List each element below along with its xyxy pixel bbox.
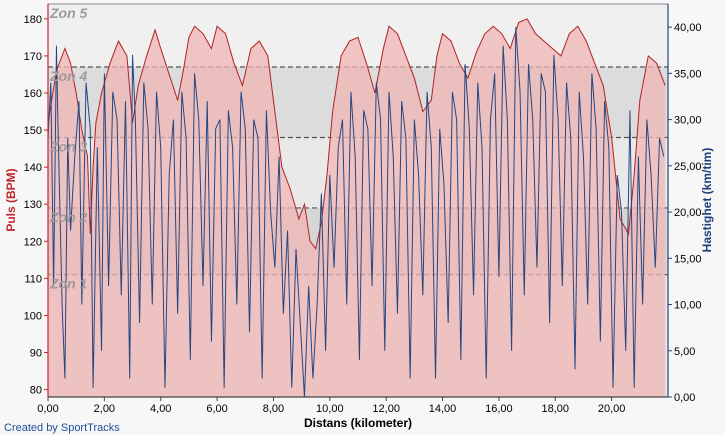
left-axis-title: Puls (BPM) — [4, 168, 18, 231]
left-tick-label: 100 — [24, 310, 42, 322]
right-tick-label: 25,00 — [674, 161, 702, 173]
right-tick-label: 0,00 — [674, 392, 695, 404]
right-tick-label: 30,00 — [674, 115, 702, 127]
right-tick-label: 40,00 — [674, 22, 702, 34]
left-tick-label: 120 — [24, 236, 42, 248]
left-tick-label: 90 — [30, 348, 42, 360]
left-tick-label: 130 — [24, 199, 42, 211]
left-tick-label: 160 — [24, 88, 42, 100]
zone-label: Zon 4 — [49, 68, 88, 84]
right-axis-title: Hastighet (km/tim) — [700, 148, 714, 253]
left-tick-label: 150 — [24, 125, 42, 137]
zone-labels-layer: Zon 1 Zon 2 Zon 3 Zon 4 Zon 5 — [49, 5, 88, 292]
x-tick-label: 20,00 — [598, 403, 626, 415]
credit-text: Created by SportTracks — [4, 422, 120, 434]
left-tick-label: 80 — [30, 385, 42, 397]
x-tick-label: 14,00 — [429, 403, 457, 415]
zone-label: Zon 1 — [49, 276, 88, 292]
x-tick-label: 18,00 — [542, 403, 570, 415]
x-tick-label: 12,00 — [372, 403, 400, 415]
left-tick-label: 180 — [24, 14, 42, 26]
x-tick-label: 8,00 — [263, 403, 284, 415]
x-tick-label: 0,00 — [37, 403, 58, 415]
axes-layer: 0,00 2,00 4,00 6,00 8,00 10,00 12,00 14,00 16,00… — [24, 3, 702, 415]
x-tick-label: 10,00 — [316, 403, 344, 415]
zone-label: Zon 2 — [49, 209, 88, 225]
right-tick-label: 20,00 — [674, 207, 702, 219]
zone-label: Zon 3 — [49, 138, 88, 154]
left-tick-label: 110 — [24, 273, 42, 285]
x-tick-label: 4,00 — [150, 403, 171, 415]
zone-label: Zon 5 — [49, 5, 88, 21]
left-tick-label: 140 — [24, 162, 42, 174]
speed-layer — [47, 27, 665, 398]
x-tick-label: 16,00 — [485, 403, 513, 415]
x-tick-label: 6,00 — [206, 403, 227, 415]
left-tick-label: 170 — [24, 51, 42, 63]
right-tick-label: 10,00 — [674, 300, 702, 312]
x-axis-title: Distans (kilometer) — [304, 416, 412, 430]
x-tick-label: 2,00 — [94, 403, 115, 415]
right-tick-label: 5,00 — [674, 346, 695, 358]
speed-line — [47, 27, 665, 398]
right-tick-label: 15,00 — [674, 253, 702, 265]
right-tick-label: 35,00 — [674, 68, 702, 80]
